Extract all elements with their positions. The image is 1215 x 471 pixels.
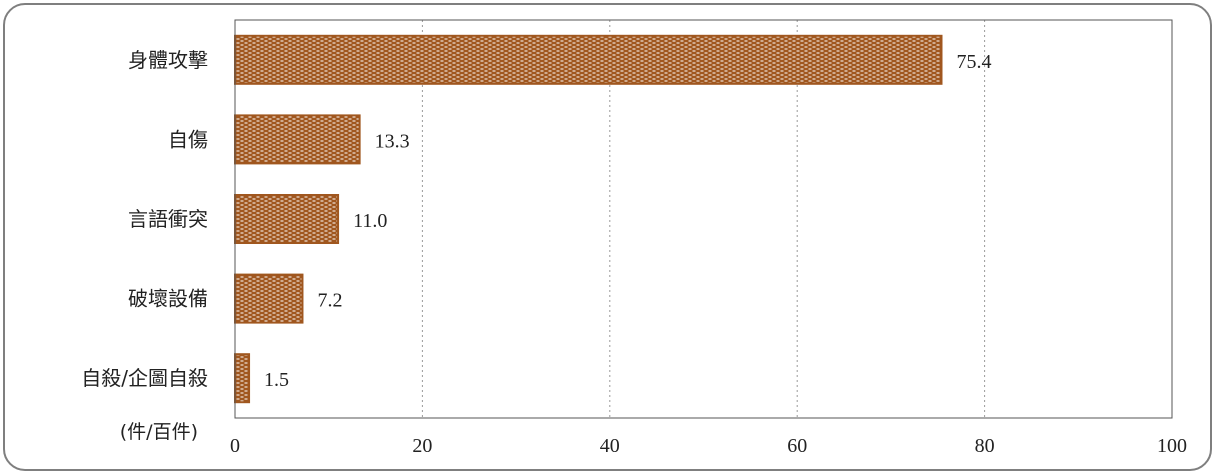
category-label: 言語衝突: [128, 207, 208, 231]
x-tick-label: 40: [600, 435, 620, 457]
data-label: 13.3: [375, 130, 410, 152]
axes: [234, 19, 1173, 419]
bar: [234, 114, 361, 165]
labels: 0 20 40 60 80 100 身體攻擊 75.4 自傷 13.3 言語衝突 11.0 破壞設備 7.…: [81, 48, 1187, 457]
bar: [234, 353, 251, 404]
bars: [234, 34, 943, 404]
category-label: 自傷: [168, 127, 208, 151]
x-tick-label: 80: [975, 435, 995, 457]
data-label: 75.4: [956, 51, 991, 73]
x-tick-label: 0: [230, 435, 240, 457]
category-label: 破壞設備: [128, 287, 208, 311]
x-tick-label: 60: [787, 435, 807, 457]
data-label: 7.2: [317, 290, 342, 312]
bar-chart: 0 20 40 60 80 100 身體攻擊 75.4 自傷 13.3 言語衝突 11.0 破壞設備 7.…: [81, 19, 1187, 457]
data-label: 1.5: [264, 369, 289, 391]
category-label: 自殺/企圖自殺: [81, 366, 208, 390]
unit-label: (件/百件): [120, 421, 198, 443]
category-label: 身體攻擊: [128, 48, 208, 72]
bar: [234, 194, 340, 244]
plot-area-border: [234, 19, 1173, 419]
bar: [234, 273, 304, 324]
x-tick-label: 100: [1157, 435, 1187, 457]
x-tick-label: 20: [412, 435, 432, 457]
data-label: 11.0: [353, 210, 387, 232]
bar: [234, 34, 943, 85]
